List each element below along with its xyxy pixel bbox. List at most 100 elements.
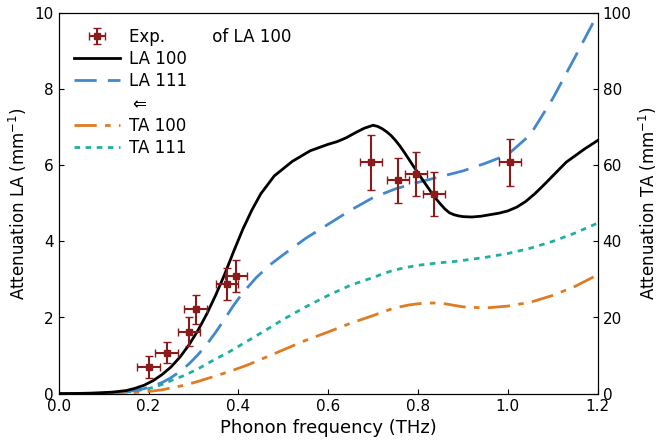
TA 100 [149,388,157,394]
LA 111 [239,290,247,295]
LA 111 [252,275,260,280]
LA 111 [593,12,601,17]
LA 111 [167,375,175,381]
Y-axis label: Attenuation LA (mm$^{-1}$): Attenuation LA (mm$^{-1}$) [7,107,29,300]
TA 111 [55,391,63,396]
LA 111 [369,195,377,200]
TA 100 [243,362,251,368]
TA 100 [225,369,233,374]
TA 111 [167,378,175,383]
TA 111 [423,262,431,267]
TA 100 [450,303,458,308]
TA 111 [194,366,202,372]
LA 111 [185,361,193,367]
LA 111 [230,302,238,308]
TA 111 [158,382,166,387]
TA 111 [593,220,601,226]
TA 111 [140,387,148,392]
TA 100 [459,304,467,309]
TA 111 [302,304,310,309]
LA 100 [382,129,390,135]
LA 111 [140,386,148,391]
LA 111 [100,390,108,396]
LA 100 [513,204,521,210]
TA 100 [180,383,188,388]
LA 100 [230,248,238,254]
TA 100 [100,391,108,396]
LA 100 [55,391,63,396]
TA 111 [526,246,534,251]
LA 111 [504,152,512,157]
TA 111 [504,251,512,256]
LA 111 [414,180,422,185]
LA 111 [549,96,557,101]
LA 111 [346,207,354,213]
TA 111 [243,338,251,344]
LA 111 [436,174,444,179]
TA 111 [324,293,332,298]
TA 111 [450,259,458,264]
TA 100 [414,301,422,306]
Line: LA 100: LA 100 [59,125,597,394]
LA 111 [221,316,229,321]
TA 111 [261,328,269,333]
LA 111 [279,252,287,258]
TA 100 [207,375,215,380]
TA 100 [526,300,534,305]
TA 100 [131,390,139,395]
LA 100 [593,138,601,143]
TA 100 [441,301,449,306]
Y-axis label: Attenuation TA (mm$^{-1}$): Attenuation TA (mm$^{-1}$) [637,107,659,300]
TA 100 [118,390,126,396]
X-axis label: Phonon frequency (THz): Phonon frequency (THz) [220,419,436,437]
TA 111 [482,255,490,260]
LA 111 [324,222,332,227]
Line: TA 100: TA 100 [59,275,597,394]
TA 111 [77,391,85,396]
LA 111 [176,369,184,374]
Line: LA 111: LA 111 [59,14,597,394]
TA 111 [459,258,467,263]
TA 100 [346,321,354,326]
LA 111 [77,391,85,396]
TA 111 [122,389,130,395]
TA 100 [167,385,175,391]
LA 111 [118,389,126,395]
TA 111 [180,373,188,378]
TA 111 [346,282,354,288]
LA 111 [194,352,202,357]
TA 100 [302,338,310,343]
LA 100 [131,386,139,391]
TA 100 [482,305,490,311]
TA 100 [158,387,166,392]
TA 111 [149,385,157,390]
TA 111 [549,239,557,244]
TA 100 [432,301,440,306]
TA 111 [405,264,413,270]
LA 100 [369,123,377,128]
TA 100 [549,293,557,298]
LA 111 [149,383,157,388]
TA 100 [194,379,202,384]
LA 111 [55,391,63,396]
TA 100 [82,391,90,396]
LA 111 [459,168,467,174]
TA 111 [95,391,103,396]
LA 111 [131,388,139,393]
TA 100 [423,301,431,306]
TA 100 [396,304,404,309]
TA 111 [131,388,139,394]
LA 111 [526,132,534,138]
TA 100 [378,309,386,315]
TA 111 [387,268,395,274]
LA 111 [212,329,220,335]
Line: TA 111: TA 111 [59,223,597,394]
TA 111 [369,275,377,280]
TA 100 [405,302,413,308]
TA 100 [55,391,63,396]
LA 100 [414,170,422,175]
TA 100 [369,313,377,318]
LA 100 [194,328,202,333]
TA 100 [140,389,148,394]
TA 111 [396,266,404,271]
